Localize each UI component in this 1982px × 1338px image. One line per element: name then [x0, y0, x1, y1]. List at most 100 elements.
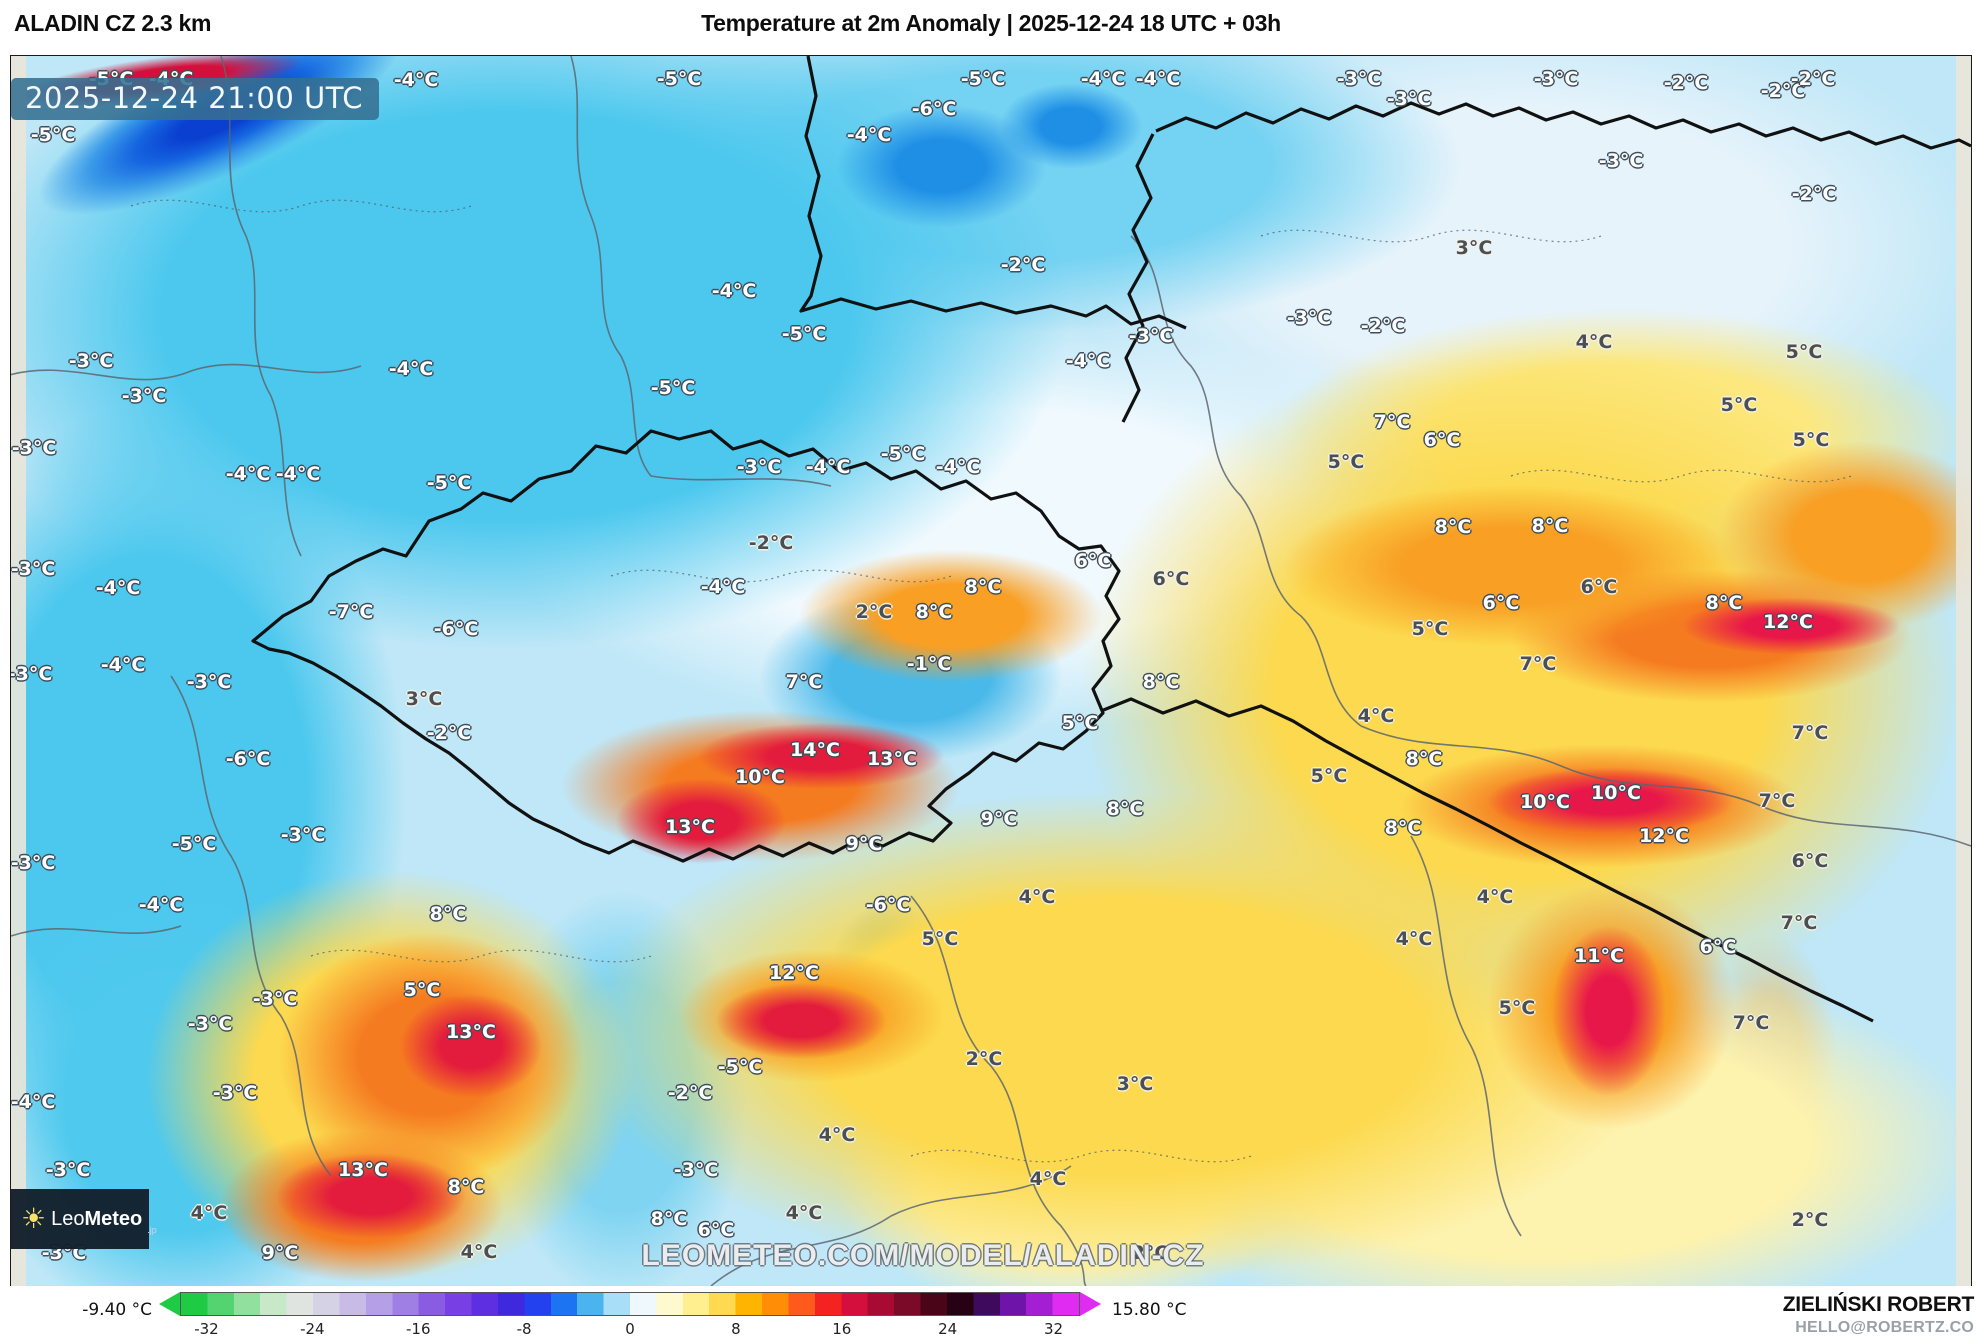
- colorbar-tick: 32: [1043, 1320, 1064, 1338]
- temp-label: -5°C: [650, 377, 696, 399]
- temp-label: 6°C: [1580, 576, 1618, 598]
- temp-label: -2°C: [1790, 68, 1836, 90]
- logo-suffix: .jp: [147, 1225, 157, 1235]
- temp-label: 5°C: [1310, 765, 1348, 787]
- temp-label: 8°C: [429, 903, 467, 925]
- temp-label: 7°C: [1758, 790, 1796, 812]
- temp-label: -3°C: [673, 1159, 719, 1181]
- temp-label: 8°C: [915, 601, 953, 623]
- temp-label: -4°C: [846, 124, 892, 146]
- logo-meteo: Meteo: [84, 1207, 143, 1230]
- temp-label: 3°C: [1116, 1073, 1154, 1095]
- temp-label: 12°C: [769, 962, 819, 984]
- temp-label: 5°C: [1785, 341, 1823, 363]
- temp-label: -6°C: [911, 98, 957, 120]
- temp-label: 8°C: [1142, 671, 1180, 693]
- temp-label: 2°C: [1791, 1209, 1829, 1231]
- temp-label: 8°C: [1531, 515, 1569, 537]
- temp-label: 4°C: [785, 1202, 823, 1224]
- temp-label: -6°C: [433, 618, 479, 640]
- temp-label: -7°C: [328, 601, 374, 623]
- temp-label: -3°C: [10, 663, 53, 685]
- logo-leo: Leo: [51, 1207, 85, 1230]
- temp-label: -5°C: [426, 472, 472, 494]
- temp-label: 10°C: [1591, 782, 1641, 804]
- temp-label: 7°C: [1519, 653, 1557, 675]
- temp-label: -2°C: [667, 1082, 713, 1104]
- map-edge-left: [11, 56, 26, 1286]
- temp-label: 11°C: [1574, 945, 1624, 967]
- watermark-url: LEOMETEO.COM/MODEL/ALADIN-CZ: [641, 1239, 1205, 1272]
- temp-label: 5°C: [1061, 712, 1099, 734]
- temp-label: -4°C: [388, 358, 434, 380]
- temp-label: 4°C: [818, 1124, 856, 1146]
- temp-label: -2°C: [1360, 315, 1406, 337]
- temp-label: -3°C: [1598, 150, 1644, 172]
- legend-bar: -9.40 °C -32 -24 -16 -8 0 8 16 24 32 15.80 °C ZI…: [0, 1286, 1982, 1338]
- temp-label: -5°C: [171, 833, 217, 855]
- temp-label: -3°C: [1533, 68, 1579, 90]
- temp-label: 8°C: [1434, 516, 1472, 538]
- colorbar-max-label: 15.80 °C: [1112, 1300, 1187, 1320]
- temp-label: -2°C: [426, 722, 472, 744]
- temp-label: -5°C: [656, 68, 702, 90]
- temp-label: 6°C: [1699, 936, 1737, 958]
- temp-label: -6°C: [865, 894, 911, 916]
- temp-label: 6°C: [1152, 568, 1190, 590]
- temp-label: 8°C: [964, 576, 1002, 598]
- temp-label: -4°C: [10, 1091, 56, 1113]
- temp-label: 8°C: [650, 1208, 688, 1230]
- temp-label: 4°C: [460, 1241, 498, 1263]
- temp-label: 2°C: [855, 601, 893, 623]
- temp-label: 4°C: [1476, 886, 1514, 908]
- leometeo-logo: ☀ LeoMeteo .jp: [11, 1189, 157, 1249]
- temp-label: 12°C: [1763, 611, 1813, 633]
- temp-label: 5°C: [1498, 997, 1536, 1019]
- temp-label: 5°C: [1720, 394, 1758, 416]
- model-name: ALADIN CZ 2.3 km: [14, 10, 212, 36]
- temp-label: -3°C: [11, 437, 57, 459]
- temp-label: -2°C: [1760, 80, 1806, 102]
- temp-label: 6°C: [1791, 850, 1829, 872]
- temp-label: 2°C: [1131, 1242, 1169, 1264]
- temp-label: 4°C: [1018, 886, 1056, 908]
- temp-label: 5°C: [1411, 618, 1449, 640]
- map-edge-right: [1956, 56, 1971, 1286]
- temp-label: -4°C: [700, 576, 746, 598]
- colorbar-tick: -24: [300, 1320, 325, 1338]
- colorbar-right-arrow-icon: [1080, 1292, 1101, 1316]
- valid-time-badge: 2025-12-24 21:00 UTC: [11, 78, 380, 120]
- temp-label: -3°C: [1128, 325, 1174, 347]
- temp-label: 8°C: [1405, 748, 1443, 770]
- colorbar-tick: -32: [194, 1320, 219, 1338]
- temp-label: -2°C: [1663, 72, 1709, 94]
- temp-label: 9°C: [980, 808, 1018, 830]
- temp-label: 6°C: [1423, 429, 1461, 451]
- border-lines: [11, 56, 1971, 1286]
- temp-label: 2°C: [965, 1048, 1003, 1070]
- author-name: ZIELIŃSKI ROBERT: [1782, 1293, 1975, 1316]
- temp-label: -3°C: [280, 824, 326, 846]
- temp-label: -4°C: [935, 456, 981, 478]
- temp-label: 5°C: [1792, 429, 1830, 451]
- colorbar-tick: 24: [938, 1320, 958, 1338]
- temp-label: -2°C: [748, 532, 794, 554]
- temp-label: 7°C: [1373, 411, 1411, 433]
- colorbar: -32 -24 -16 -8 0 8 16 24 32: [159, 1292, 1101, 1338]
- colorbar-tick: 0: [625, 1320, 635, 1338]
- temp-label: 3°C: [1455, 237, 1493, 259]
- colorbar-gradient: [180, 1292, 1080, 1316]
- temp-label: 9°C: [261, 1242, 299, 1264]
- temp-label: 8°C: [1384, 817, 1422, 839]
- temp-label: -4°C: [711, 280, 757, 302]
- temp-label: -1°C: [906, 653, 952, 675]
- temp-label: 4°C: [1575, 331, 1613, 353]
- temp-label: -5°C: [781, 323, 827, 345]
- temp-label: 6°C: [697, 1219, 735, 1241]
- colorbar-tick: -8: [516, 1320, 532, 1338]
- temp-label: -4°C: [1135, 68, 1181, 90]
- temp-label: 5°C: [1327, 451, 1365, 473]
- temp-label: -4°C: [1065, 350, 1111, 372]
- temp-label: -6°C: [225, 748, 271, 770]
- temp-label: -3°C: [187, 1013, 233, 1035]
